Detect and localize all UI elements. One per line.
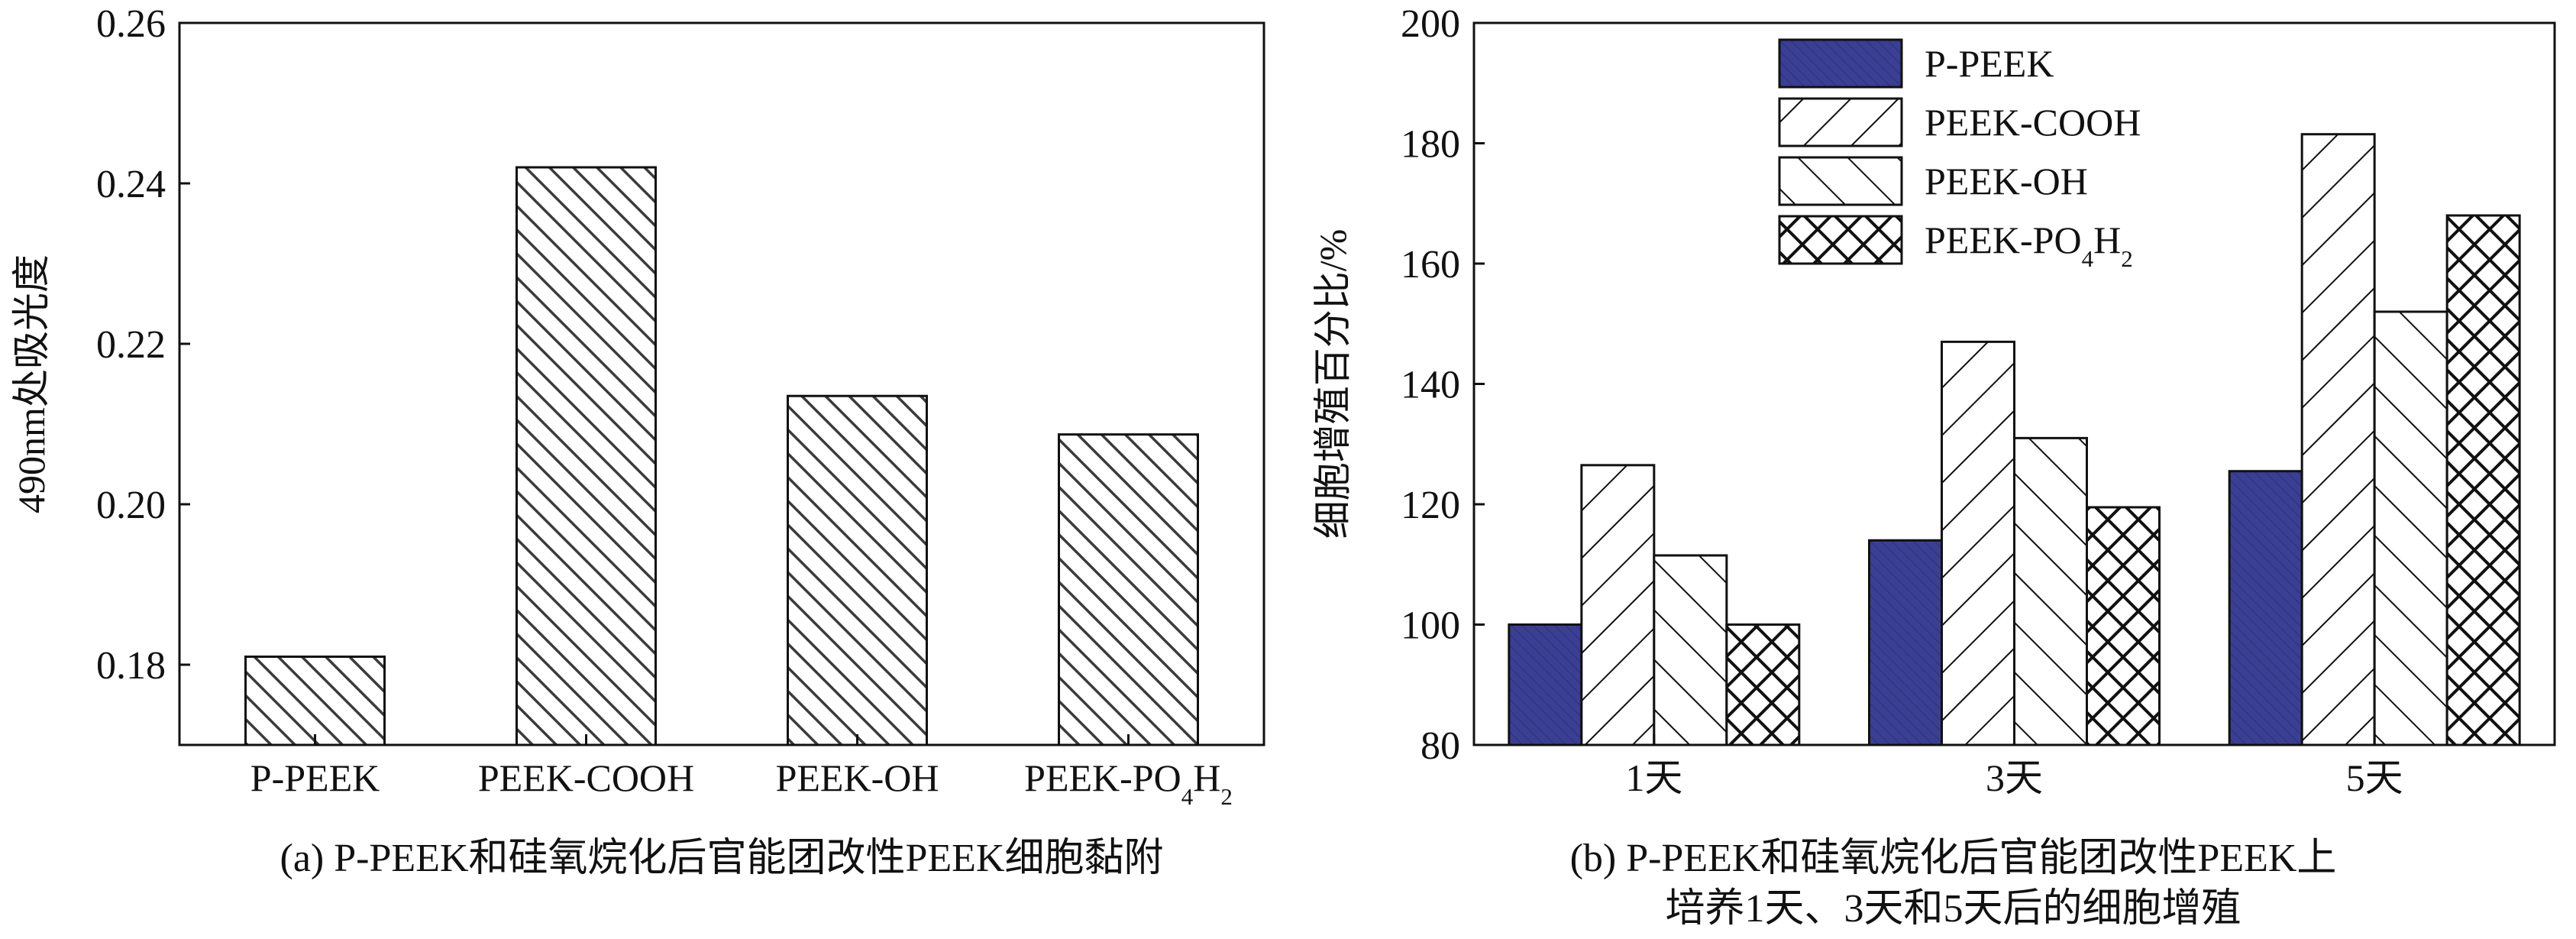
y-tick-label-a: 0.18 — [96, 644, 166, 688]
legend-swatch — [1778, 215, 1903, 265]
y-tick-label-b: 140 — [1401, 364, 1460, 407]
y-tick-label-a: 0.20 — [96, 484, 166, 527]
y-tick-label-b: 160 — [1401, 243, 1460, 287]
y-tick-label-b: 180 — [1401, 123, 1460, 167]
x-tick-label-b: 3天 — [1986, 756, 2043, 799]
bar-b — [2300, 133, 2376, 746]
y-tick-label-a: 0.24 — [96, 163, 166, 206]
legend-label: PEEK-PO4H2 — [1925, 219, 2133, 272]
y-tick-label-b: 120 — [1401, 484, 1460, 527]
chart-b: 80 100 120 140 160 180 200 细胞增殖百分比/% 1天 3天 5天 P-PEE… — [1311, 2, 2556, 931]
x-tick-label-b: 5天 — [2346, 756, 2403, 799]
legend-swatch — [1778, 156, 1903, 206]
bar-b — [1941, 340, 2015, 746]
caption-b-line2: 培养1天、3天和5天后的细胞增殖 — [1665, 887, 2241, 931]
bar-a — [516, 166, 657, 746]
bar-b — [2228, 470, 2303, 746]
y-tick-label-b: 100 — [1401, 604, 1460, 648]
x-tick-label-a: PEEK-COOH — [478, 756, 694, 799]
y-tick-label-b: 200 — [1401, 2, 1460, 46]
bar-b — [1653, 554, 1728, 746]
x-tick-label-a: PEEK-PO4H2 — [1024, 756, 1233, 810]
plot-frame-a — [178, 21, 1265, 746]
y-tick-label-a: 0.26 — [96, 2, 166, 46]
y-tick-label-b: 80 — [1421, 724, 1460, 768]
bar-a — [244, 656, 386, 746]
bar-b — [2373, 310, 2448, 746]
legend-b: P-PEEK PEEK-COOH PEEK-OH PEEK-PO4H2 — [1778, 38, 2141, 272]
legend-label: P-PEEK — [1925, 42, 2054, 85]
bar-b — [1725, 623, 1801, 746]
chart-a: 0.18 0.20 0.22 0.24 0.26 490nm处吸光度 P-PEEK PEEK-… — [10, 2, 1265, 880]
bar-b — [2086, 506, 2161, 746]
bar-b — [2013, 436, 2088, 746]
y-tick-label-a: 0.22 — [96, 323, 166, 367]
legend-swatch — [1778, 38, 1903, 89]
x-tick-label-a: P-PEEK — [250, 756, 380, 799]
legend-label: PEEK-OH — [1925, 160, 2088, 202]
x-tick-label-a: PEEK-OH — [776, 756, 939, 799]
bar-b — [2445, 214, 2521, 746]
caption-a: (a) P-PEEK和硅氧烷化后官能团改性PEEK细胞黏附 — [280, 837, 1164, 880]
bar-a — [787, 394, 928, 746]
bar-a — [1058, 433, 1199, 746]
x-tick-label-b: 1天 — [1625, 756, 1682, 799]
legend-label: PEEK-COOH — [1925, 101, 2141, 144]
legend-swatch — [1778, 97, 1903, 147]
bar-b — [1868, 539, 1943, 746]
bar-b — [1580, 464, 1656, 746]
bar-b — [1508, 623, 1583, 746]
y-axis-label-b: 细胞增殖百分比/% — [1311, 229, 1354, 539]
y-axis-label-a: 490nm处吸光度 — [10, 254, 53, 513]
caption-b-line1: (b) P-PEEK和硅氧烷化后官能团改性PEEK上 — [1570, 837, 2337, 880]
